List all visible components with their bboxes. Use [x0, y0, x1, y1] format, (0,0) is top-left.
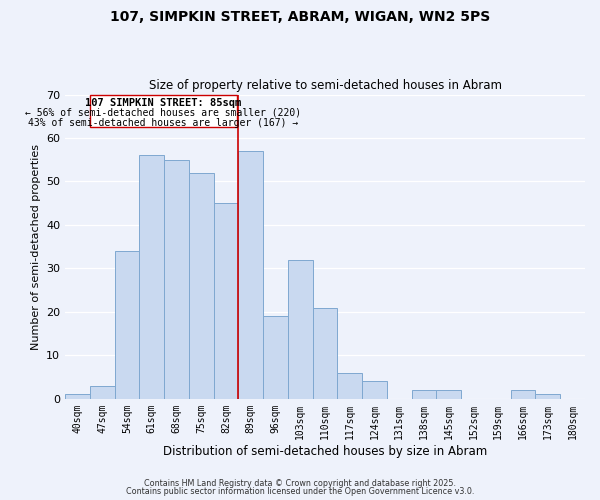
Text: ← 56% of semi-detached houses are smaller (220): ← 56% of semi-detached houses are smalle… — [25, 108, 302, 118]
Bar — [412, 390, 436, 399]
Bar — [164, 160, 189, 399]
Bar — [214, 203, 238, 399]
Bar — [90, 386, 115, 399]
Bar — [238, 151, 263, 399]
Bar — [362, 382, 387, 399]
Bar — [263, 316, 288, 399]
Y-axis label: Number of semi-detached properties: Number of semi-detached properties — [31, 144, 41, 350]
Bar — [337, 373, 362, 399]
Bar — [288, 260, 313, 399]
Text: Contains HM Land Registry data © Crown copyright and database right 2025.: Contains HM Land Registry data © Crown c… — [144, 478, 456, 488]
Bar — [313, 308, 337, 399]
Title: Size of property relative to semi-detached houses in Abram: Size of property relative to semi-detach… — [149, 79, 502, 92]
Bar — [535, 394, 560, 399]
FancyBboxPatch shape — [90, 94, 237, 127]
Bar — [139, 156, 164, 399]
Bar — [115, 251, 139, 399]
Bar — [436, 390, 461, 399]
Text: 107, SIMPKIN STREET, ABRAM, WIGAN, WN2 5PS: 107, SIMPKIN STREET, ABRAM, WIGAN, WN2 5… — [110, 10, 490, 24]
Text: 43% of semi-detached houses are larger (167) →: 43% of semi-detached houses are larger (… — [28, 118, 299, 128]
Text: 107 SIMPKIN STREET: 85sqm: 107 SIMPKIN STREET: 85sqm — [85, 98, 242, 108]
Bar — [189, 173, 214, 399]
Text: Contains public sector information licensed under the Open Government Licence v3: Contains public sector information licen… — [126, 487, 474, 496]
X-axis label: Distribution of semi-detached houses by size in Abram: Distribution of semi-detached houses by … — [163, 444, 487, 458]
Bar — [511, 390, 535, 399]
Bar — [65, 394, 90, 399]
